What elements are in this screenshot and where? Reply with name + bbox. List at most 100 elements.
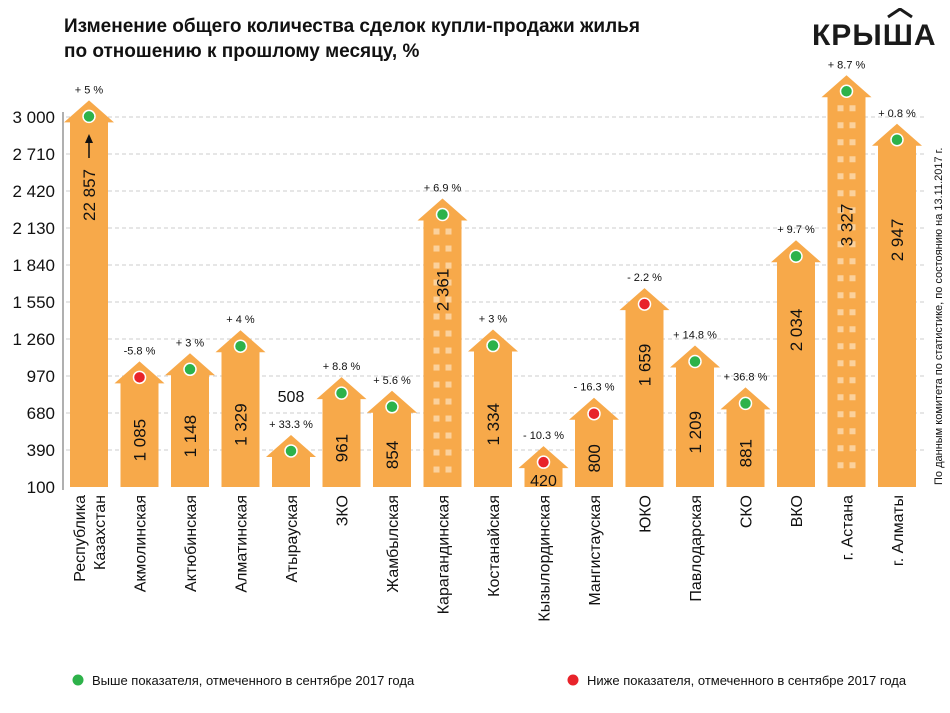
window-icon	[837, 292, 844, 299]
window-icon	[445, 330, 452, 337]
window-icon	[849, 173, 856, 180]
bar	[720, 387, 771, 487]
window-icon	[433, 432, 440, 439]
bar-arrow	[670, 345, 720, 487]
category-label: ЮКО	[638, 495, 655, 533]
value-label: 3 327	[838, 204, 857, 247]
change-label: + 8.7 %	[828, 59, 866, 71]
change-label: + 33.3 %	[269, 419, 313, 431]
value-label: 2 947	[888, 219, 907, 262]
window-icon	[433, 228, 440, 235]
value-label: 1 085	[131, 419, 150, 462]
bar	[114, 361, 165, 487]
category-label: Жамбылская	[385, 495, 402, 593]
window-icon	[849, 343, 856, 350]
window-icon	[849, 275, 856, 282]
status-dot	[284, 444, 298, 458]
bar-arrow	[367, 390, 417, 487]
change-label: + 8.8 %	[323, 361, 361, 373]
value-label: 508	[278, 389, 305, 406]
window-icon	[849, 428, 856, 435]
status-dot	[435, 207, 450, 222]
window-icon	[837, 428, 844, 435]
bar	[367, 390, 417, 487]
window-icon	[433, 313, 440, 320]
category-label: Казахстан	[92, 495, 109, 570]
window-icon	[445, 245, 452, 252]
window-icon	[433, 245, 440, 252]
value-label: 1 329	[232, 403, 251, 446]
change-label: + 3 %	[176, 337, 205, 349]
window-icon	[445, 279, 452, 286]
status-dot	[334, 386, 349, 400]
change-label: - 2.2 %	[627, 272, 662, 284]
window-icon	[849, 377, 856, 384]
change-label: + 6.9 %	[424, 183, 462, 195]
change-label: + 5 %	[75, 84, 104, 96]
window-icon	[849, 139, 856, 146]
window-icon	[837, 343, 844, 350]
window-icon	[433, 364, 440, 371]
bar	[771, 240, 821, 487]
window-icon	[837, 156, 844, 163]
status-dot	[385, 400, 399, 414]
change-label: + 0.8 %	[878, 108, 916, 120]
value-label: 1 659	[636, 344, 655, 387]
y-tick-label: 2 130	[12, 219, 55, 238]
window-icon	[837, 190, 844, 197]
bar	[569, 397, 619, 487]
window-icon	[849, 241, 856, 248]
bar-arrow	[720, 387, 771, 487]
change-label: + 14.8 %	[673, 330, 717, 342]
category-label: СКО	[739, 495, 756, 528]
window-icon	[849, 360, 856, 367]
status-dot	[132, 370, 147, 385]
bar	[417, 198, 468, 487]
status-dot	[82, 109, 96, 124]
bar-arrow	[872, 123, 922, 487]
value-label: 961	[333, 434, 352, 462]
bar-arrow	[215, 330, 266, 487]
change-label: + 5.6 %	[373, 375, 411, 387]
source-note: По данным комитета по статистике, по сос…	[933, 148, 945, 485]
value-label: 1 209	[686, 411, 705, 454]
value-label: 854	[383, 441, 402, 469]
status-dot	[183, 362, 197, 377]
category-label: Актюбинская	[183, 495, 200, 592]
y-tick-label: 100	[27, 478, 55, 497]
y-tick-label: 1 260	[12, 330, 55, 349]
window-icon	[837, 207, 844, 214]
category-label: Республика	[72, 495, 89, 582]
category-label: Кызылординская	[537, 495, 554, 622]
window-icon	[849, 394, 856, 401]
value-label: 22 857	[80, 169, 99, 221]
y-tick-label: 390	[27, 441, 55, 460]
window-icon	[837, 122, 844, 129]
window-icon	[445, 381, 452, 388]
window-icon	[445, 415, 452, 422]
window-icon	[849, 445, 856, 452]
window-icon	[837, 360, 844, 367]
bar-arrow	[165, 353, 215, 487]
window-icon	[837, 241, 844, 248]
window-icon	[849, 258, 856, 265]
bar	[670, 345, 720, 487]
y-tick-label: 1 840	[12, 256, 55, 275]
legend-dot	[567, 674, 579, 686]
bar	[872, 123, 922, 487]
window-icon	[849, 462, 856, 469]
bar-arrow	[771, 240, 821, 487]
bar-arrow	[64, 100, 114, 488]
value-label: 881	[737, 439, 756, 467]
window-icon	[433, 296, 440, 303]
bar-arrow	[468, 329, 518, 487]
window-icon	[837, 445, 844, 452]
y-tick-label: 2 420	[12, 182, 55, 201]
bar-arrow	[569, 397, 619, 487]
change-label: + 9.7 %	[777, 224, 815, 236]
category-label: Мангистауская	[587, 495, 604, 606]
change-label: + 4 %	[226, 314, 255, 326]
window-icon	[837, 462, 844, 469]
window-icon	[837, 394, 844, 401]
